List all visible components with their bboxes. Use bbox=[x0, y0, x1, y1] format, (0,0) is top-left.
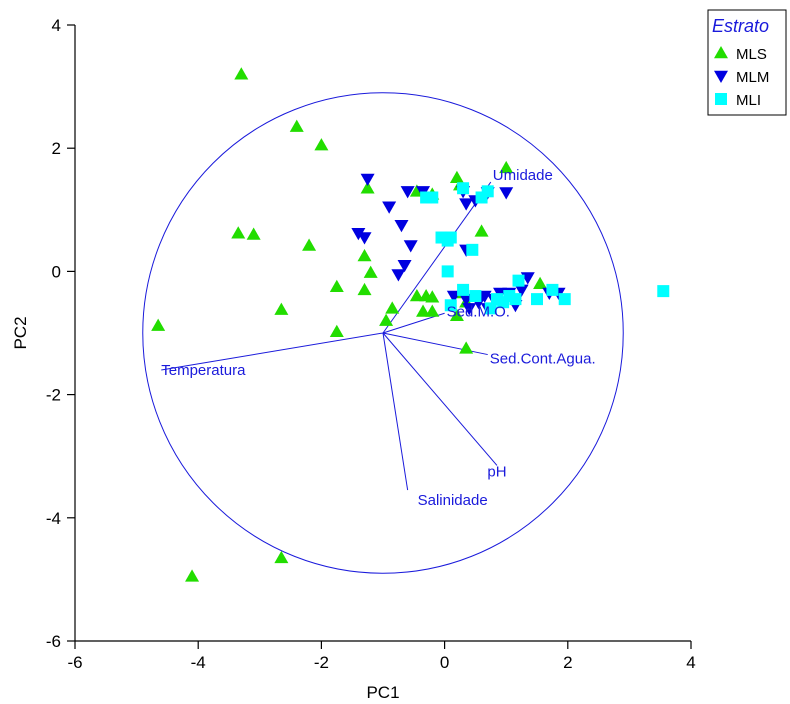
y-tick-label: -4 bbox=[46, 509, 61, 528]
point-mli bbox=[512, 274, 525, 287]
data-points bbox=[151, 67, 670, 582]
y-tick-label: 4 bbox=[52, 16, 61, 35]
point-mli bbox=[466, 243, 479, 256]
point-mls bbox=[449, 170, 464, 184]
point-mls bbox=[289, 119, 304, 132]
point-mls bbox=[234, 67, 249, 80]
point-mlm bbox=[360, 173, 375, 186]
series-mls bbox=[151, 67, 548, 582]
x-axis-title: PC1 bbox=[366, 683, 399, 702]
x-tick-label: -6 bbox=[67, 653, 82, 672]
point-mls bbox=[533, 276, 548, 289]
y-tick-label: -6 bbox=[46, 632, 61, 651]
vector-label: Salinidade bbox=[418, 492, 488, 509]
biplot-overlay bbox=[142, 92, 624, 574]
vector-salinidade bbox=[382, 332, 409, 491]
point-mls bbox=[357, 282, 372, 296]
y-tick-label: 2 bbox=[52, 139, 61, 158]
point-mlm bbox=[382, 201, 397, 214]
point-mli bbox=[469, 290, 482, 303]
y-tick-label: 0 bbox=[52, 262, 61, 281]
point-mli bbox=[531, 293, 543, 306]
point-mls bbox=[425, 304, 440, 317]
point-mls bbox=[425, 290, 440, 303]
point-mls bbox=[449, 308, 464, 322]
point-mli bbox=[546, 283, 559, 296]
point-mls bbox=[385, 301, 400, 314]
point-mlm bbox=[400, 186, 415, 199]
axes: -6 -4 -2 0 2 4 -6 -4 -2 0 2 4 PC1 PC2 bbox=[11, 16, 696, 702]
point-mli bbox=[481, 185, 494, 198]
legend-marker-mlm bbox=[714, 70, 728, 83]
point-mls bbox=[357, 249, 372, 262]
x-tick-label: 0 bbox=[440, 653, 449, 672]
y-axis-title: PC2 bbox=[11, 316, 30, 349]
point-mls bbox=[302, 238, 317, 251]
point-mls bbox=[363, 265, 378, 278]
point-mli bbox=[444, 231, 457, 244]
point-mls bbox=[459, 341, 474, 354]
point-mlm bbox=[351, 227, 366, 241]
x-tick-label: -4 bbox=[191, 653, 206, 672]
point-mls bbox=[329, 324, 344, 338]
point-mli bbox=[457, 283, 470, 296]
point-mls bbox=[246, 227, 261, 240]
vector-label: Temperatura bbox=[161, 362, 246, 379]
point-mli bbox=[484, 302, 497, 315]
point-mli bbox=[509, 293, 522, 306]
point-mlm bbox=[391, 269, 406, 282]
legend: Estrato MLS MLM MLI bbox=[707, 9, 787, 116]
point-mls bbox=[329, 279, 344, 293]
vector-label: Sed.M.O. bbox=[447, 303, 510, 320]
legend-label-mli: MLI bbox=[736, 92, 761, 109]
point-mlm bbox=[459, 198, 474, 211]
x-tick-label: 4 bbox=[686, 653, 695, 672]
point-mls bbox=[379, 313, 394, 326]
point-mls bbox=[274, 302, 289, 315]
legend-label-mls: MLS bbox=[736, 46, 767, 63]
vector-ph bbox=[382, 332, 498, 466]
vector-labels: Umidade Sed.M.O. Sed.Cont.Agua. Temperatura… bbox=[161, 167, 595, 509]
vector-label: Umidade bbox=[493, 167, 553, 184]
legend-label-mlm: MLM bbox=[736, 69, 769, 86]
point-mls bbox=[499, 160, 514, 174]
point-mli bbox=[426, 191, 439, 204]
point-mli bbox=[657, 285, 670, 298]
point-mls bbox=[185, 569, 200, 582]
point-mli bbox=[441, 265, 454, 278]
legend-title: Estrato bbox=[712, 16, 769, 36]
x-tick-label: -2 bbox=[314, 653, 329, 672]
point-mlm bbox=[514, 284, 529, 297]
vector-umidade bbox=[382, 181, 492, 334]
point-mls bbox=[360, 181, 375, 194]
vector-label: pH bbox=[487, 463, 506, 480]
point-mli bbox=[444, 299, 457, 312]
y-tick-label: -2 bbox=[46, 386, 61, 405]
point-mli bbox=[558, 293, 571, 306]
x-tick-label: 2 bbox=[563, 653, 572, 672]
vector-label: Sed.Cont.Agua. bbox=[490, 351, 596, 368]
vector-temperatura bbox=[161, 332, 384, 371]
point-mlm bbox=[499, 187, 514, 200]
point-mls bbox=[151, 318, 166, 331]
series-mli bbox=[420, 182, 670, 315]
point-mls bbox=[274, 550, 289, 564]
point-mls bbox=[416, 304, 431, 317]
point-mlm bbox=[394, 219, 409, 233]
point-mlm bbox=[357, 232, 372, 245]
correlation-circle bbox=[142, 92, 624, 574]
point-mlm bbox=[462, 303, 477, 316]
point-mlm bbox=[397, 259, 412, 273]
point-mls bbox=[231, 226, 246, 239]
point-mls bbox=[314, 138, 329, 151]
point-mli bbox=[457, 182, 470, 195]
point-mls bbox=[409, 289, 424, 302]
legend-marker-mls bbox=[714, 46, 728, 59]
point-mls bbox=[474, 224, 489, 237]
point-mlm bbox=[403, 240, 418, 253]
legend-marker-mli bbox=[715, 93, 727, 105]
